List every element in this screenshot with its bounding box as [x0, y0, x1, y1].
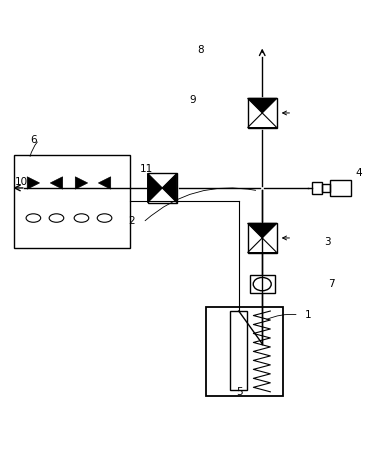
Polygon shape [247, 223, 277, 238]
Text: 7: 7 [328, 279, 335, 289]
Bar [207, 307, 283, 396]
Bar [230, 311, 247, 390]
Polygon shape [247, 113, 277, 128]
Text: 5: 5 [236, 387, 242, 397]
Polygon shape [50, 177, 63, 189]
Bar [247, 98, 277, 128]
Polygon shape [98, 177, 111, 189]
Text: 6: 6 [30, 135, 37, 145]
Text: 11: 11 [140, 164, 154, 174]
Text: 9: 9 [190, 94, 196, 105]
Bar [312, 182, 322, 194]
Text: 8: 8 [197, 44, 204, 54]
Bar [330, 180, 351, 196]
Polygon shape [247, 238, 277, 253]
Bar [322, 184, 330, 192]
Polygon shape [247, 98, 277, 113]
Bar [147, 173, 177, 202]
Polygon shape [27, 177, 39, 189]
Polygon shape [162, 173, 177, 202]
Polygon shape [147, 173, 162, 202]
Bar [250, 275, 275, 293]
Bar [14, 155, 130, 247]
Text: 1: 1 [305, 310, 312, 320]
Bar [247, 223, 277, 253]
Text: 4: 4 [355, 167, 362, 177]
Text: 3: 3 [324, 237, 331, 247]
Polygon shape [75, 177, 88, 189]
Text: 2: 2 [128, 216, 135, 226]
Text: 10: 10 [15, 177, 29, 187]
